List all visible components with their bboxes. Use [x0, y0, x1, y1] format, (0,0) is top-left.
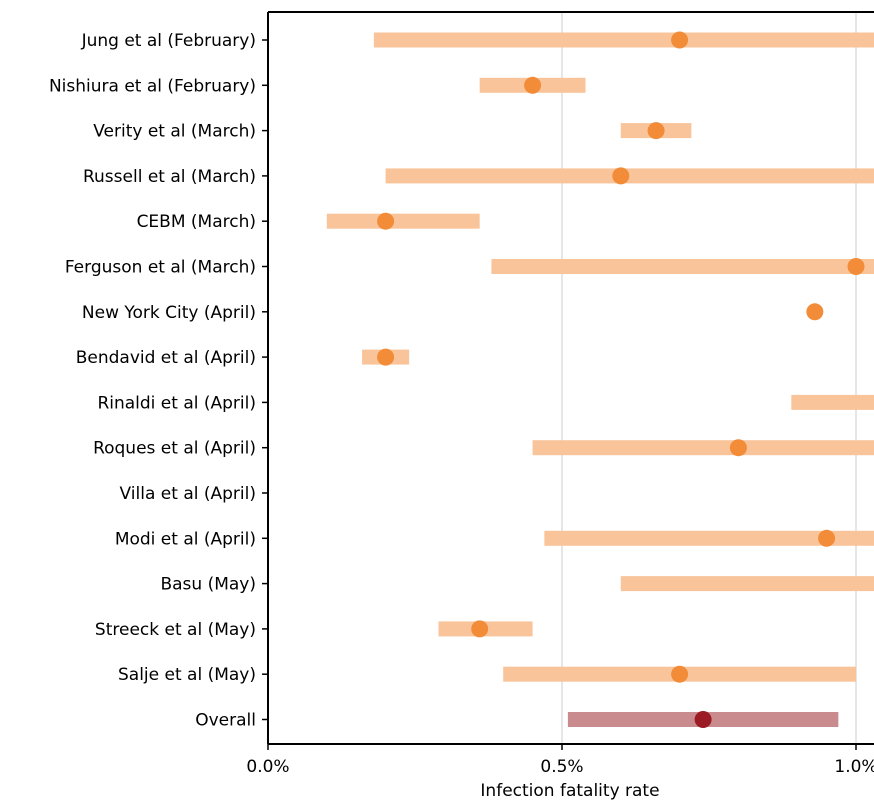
study-label-14: Salje et al (May) — [118, 665, 256, 685]
study-label-12: Basu (May) — [160, 575, 256, 595]
study-label-1: Nishiura et al (February) — [49, 76, 256, 96]
point-estimate-11 — [818, 529, 836, 547]
study-label-0: Jung et al (February) — [81, 31, 256, 51]
y-axis-labels: Jung et al (February) Nishiura et al (Feb… — [49, 31, 256, 731]
study-label-10: Villa et al (April) — [120, 484, 256, 504]
x-axis-label: Infection fatality rate — [480, 781, 659, 801]
study-label-11: Modi et al (April) — [115, 529, 256, 549]
interval-bar-9 — [532, 440, 874, 456]
interval-bar-8 — [791, 394, 874, 410]
study-label-7: Bendavid et al (April) — [76, 348, 256, 368]
interval-bar-5 — [491, 259, 874, 274]
x-tick-label-2: 1.0% — [834, 757, 874, 777]
study-label-9: Roques et al (April) — [93, 439, 256, 459]
study-label-3: Russell et al (March) — [83, 167, 256, 187]
study-label-15: Overall — [195, 711, 256, 731]
point-estimate-14 — [671, 665, 689, 683]
interval-bar-3 — [385, 168, 874, 184]
study-label-13: Streeck et al (May) — [95, 620, 256, 640]
interval-bar-0 — [373, 32, 874, 48]
study-label-2: Verity et al (March) — [93, 122, 256, 142]
interval-bar-12 — [620, 576, 874, 592]
study-label-5: Ferguson et al (March) — [65, 258, 256, 278]
point-estimates — [377, 31, 865, 728]
point-estimate-7 — [377, 348, 395, 366]
point-estimate-5 — [847, 258, 865, 275]
interval-bar-4 — [326, 213, 480, 229]
study-label-6: New York City (April) — [82, 303, 256, 323]
interval-bar-11 — [544, 530, 874, 546]
study-label-4: CEBM (March) — [137, 212, 256, 232]
x-tick-label-0: 0.0% — [246, 757, 289, 777]
point-estimate-6 — [806, 303, 824, 321]
study-label-8: Rinaldi et al (April) — [97, 393, 256, 413]
gridlines — [561, 12, 857, 744]
point-estimate-15 — [694, 711, 712, 728]
point-estimate-3 — [612, 167, 630, 185]
point-estimate-1 — [524, 76, 542, 94]
confidence-intervals — [326, 32, 874, 727]
x-axis-ticks: 0.0%0.5%1.0%1.5%2.0% — [246, 744, 874, 777]
point-estimate-13 — [471, 620, 489, 638]
x-tick-label-1: 0.5% — [540, 757, 583, 777]
point-estimate-9 — [729, 439, 747, 457]
point-estimate-0 — [671, 31, 689, 49]
point-estimate-4 — [377, 212, 395, 230]
point-estimate-2 — [647, 122, 665, 140]
